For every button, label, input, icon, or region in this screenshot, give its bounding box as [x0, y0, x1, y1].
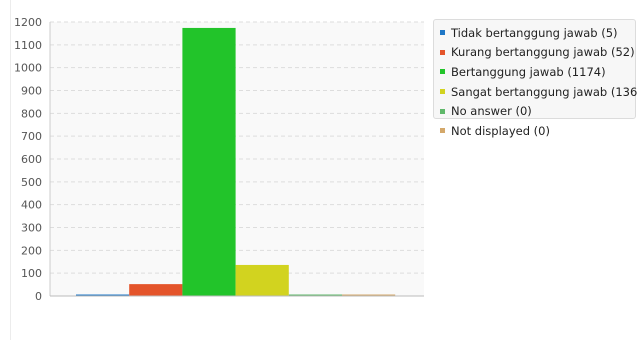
bar — [288, 294, 342, 296]
legend-item: Tidak bertanggung jawab (5) — [440, 23, 635, 43]
legend-item: Kurang bertanggung jawab (52) — [440, 43, 635, 63]
legend-swatch — [440, 69, 445, 75]
legend-label: Tidak bertanggung jawab (5) — [451, 25, 618, 40]
y-tick-label: 600 — [21, 153, 42, 166]
legend-label: Kurang bertanggung jawab (52) — [451, 45, 635, 60]
legend-item: Not displayed (0) — [440, 121, 635, 141]
y-tick-label: 700 — [21, 130, 42, 143]
legend-label: Not displayed (0) — [451, 123, 550, 138]
legend-label: Bertanggung jawab (1174) — [451, 64, 606, 79]
legend-item: Bertanggung jawab (1174) — [440, 62, 635, 82]
y-tick-label: 100 — [21, 267, 42, 280]
y-tick-labels: 0 100 200 300 400 500 600 700 800 900 1000 1100 1200 — [14, 16, 42, 303]
legend-swatch — [440, 49, 445, 55]
y-tick-label: 500 — [21, 176, 42, 189]
bar — [76, 294, 130, 296]
legend: Tidak bertanggung jawab (5) Kurang bertan… — [433, 19, 638, 138]
legend-item: Sangat bertanggung jawab (136) — [440, 82, 638, 102]
bar — [342, 294, 396, 296]
bar — [129, 284, 183, 296]
legend-item: No answer (0) — [440, 101, 635, 121]
bar-chart: 0 100 200 300 400 500 600 700 800 900 1000 1100 1200 — [14, 16, 424, 303]
y-tick-label: 1000 — [14, 62, 42, 75]
y-tick-label: 800 — [21, 107, 42, 120]
frame-divider — [10, 0, 11, 340]
legend-swatch — [440, 89, 445, 95]
y-tick-label: 1200 — [14, 16, 42, 29]
legend-label: Sangat bertanggung jawab (136) — [451, 84, 638, 99]
y-tick-label: 1100 — [14, 39, 42, 52]
legend-swatch — [440, 128, 445, 134]
gridlines — [50, 21, 424, 274]
y-tick-label: 0 — [35, 290, 42, 303]
bar — [182, 27, 236, 296]
legend-swatch — [440, 30, 445, 36]
bar — [235, 264, 289, 296]
y-tick-label: 300 — [21, 222, 42, 235]
bars — [76, 27, 396, 296]
y-tick-label: 200 — [21, 244, 42, 257]
y-tick-label: 400 — [21, 199, 42, 212]
legend-swatch — [440, 108, 445, 114]
legend-label: No answer (0) — [451, 104, 532, 119]
y-tick-label: 900 — [21, 85, 42, 98]
